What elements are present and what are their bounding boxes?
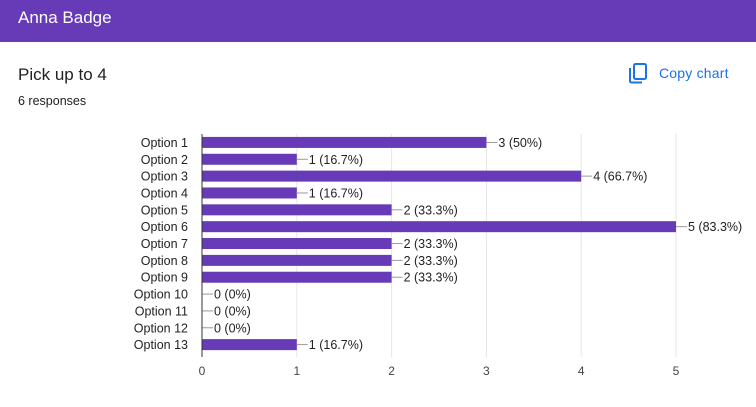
category-label: Option 12 <box>134 321 188 335</box>
data-label: 1 (16.7%) <box>309 186 363 200</box>
bar <box>202 221 676 233</box>
data-label: 1 (16.7%) <box>309 338 363 352</box>
header-title: Anna Badge <box>18 8 112 27</box>
copy-icon <box>627 62 649 84</box>
data-label: 1 (16.7%) <box>309 153 363 167</box>
category-label: Option 5 <box>141 203 188 217</box>
bar <box>202 204 392 216</box>
data-label: 2 (33.3%) <box>404 203 458 217</box>
x-tick-label: 0 <box>199 364 206 378</box>
data-label: 5 (83.3%) <box>688 220 742 234</box>
x-tick-label: 4 <box>578 364 585 378</box>
response-count: 6 responses <box>18 94 87 108</box>
bar <box>202 254 392 266</box>
category-label: Option 11 <box>135 304 188 318</box>
category-label: Option 2 <box>141 153 188 167</box>
category-label: Option 4 <box>141 186 188 200</box>
x-tick-label: 2 <box>388 364 395 378</box>
category-label: Option 3 <box>141 170 188 184</box>
data-label: 2 (33.3%) <box>404 271 458 285</box>
x-tick-label: 5 <box>673 364 680 378</box>
bar <box>202 136 487 148</box>
bar <box>202 153 297 165</box>
category-label: Option 13 <box>134 338 188 352</box>
category-label: Option 8 <box>141 254 188 268</box>
x-tick-label: 3 <box>483 364 490 378</box>
category-label: Option 7 <box>141 237 188 251</box>
category-label: Option 1 <box>141 136 188 150</box>
data-label: 0 (0%) <box>214 304 251 318</box>
data-label: 0 (0%) <box>214 321 251 335</box>
data-label: 3 (50%) <box>498 136 542 150</box>
copy-chart-label: Copy chart <box>659 65 729 81</box>
bar <box>202 238 392 250</box>
copy-chart-button[interactable]: Copy chart <box>627 60 729 86</box>
bar <box>202 170 582 182</box>
bar <box>202 271 392 283</box>
category-label: Option 6 <box>141 220 188 234</box>
data-label: 2 (33.3%) <box>404 254 458 268</box>
data-label: 4 (66.7%) <box>593 170 647 184</box>
category-label: Option 9 <box>141 271 188 285</box>
x-tick-label: 1 <box>293 364 300 378</box>
bar <box>202 187 297 199</box>
category-label: Option 10 <box>134 288 188 302</box>
question-title: Pick up to 4 <box>18 65 107 84</box>
data-label: 2 (33.3%) <box>404 237 458 251</box>
app-header: Anna Badge <box>0 0 756 42</box>
bar <box>202 339 297 351</box>
data-label: 0 (0%) <box>214 288 251 302</box>
